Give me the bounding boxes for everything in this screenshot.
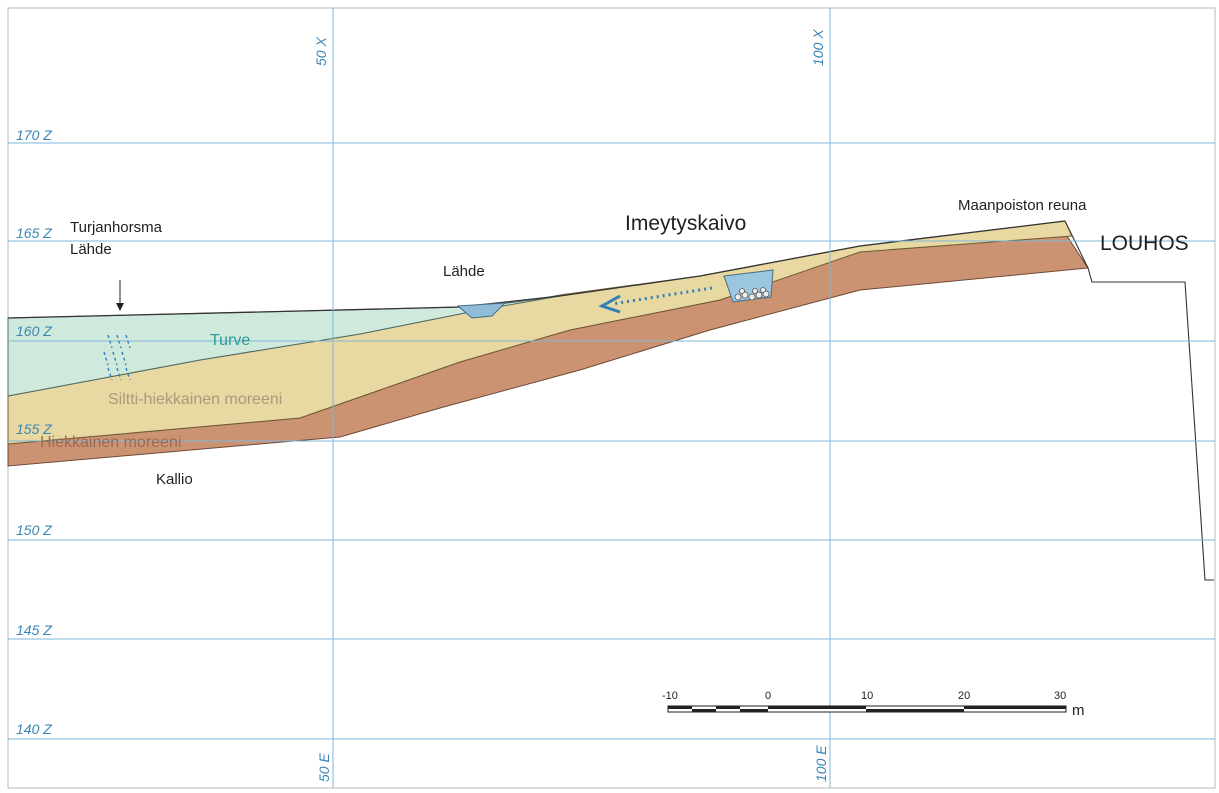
label-turve: Turve [210, 332, 250, 349]
grid-lines [8, 8, 1215, 788]
spring-pond [456, 302, 507, 319]
ground-surface [7, 220, 1066, 319]
grid-label-50e: 50 E [316, 753, 332, 782]
grid-label-165z: 165 Z [16, 225, 52, 241]
grid-label-140z: 140 Z [16, 721, 52, 737]
grid-label-150z: 150 Z [16, 522, 52, 538]
label-lahde-mid: Lähde [443, 263, 485, 280]
wet-peat-symbol [103, 334, 131, 381]
scale-tick-label: 10 [861, 690, 873, 702]
grid-label-50x: 50 X [313, 37, 329, 66]
grid-label-160z: 160 Z [16, 323, 52, 339]
label-kallio: Kallio [156, 471, 193, 488]
pointer-arrow [116, 280, 124, 311]
scale-tick-label: 20 [958, 690, 970, 702]
label-lahde-left: Lähde [70, 241, 112, 258]
label-maanpoiston-reuna: Maanpoiston reuna [958, 197, 1087, 214]
scale-tick-label: 30 [1054, 690, 1066, 702]
layers [7, 220, 1214, 581]
grid-label-100e: 100 E [813, 745, 829, 782]
grid-label-145z: 145 Z [16, 622, 52, 638]
label-turjanhorsma: Turjanhorsma [70, 219, 163, 236]
scale-unit: m [1072, 702, 1085, 719]
label-imeytyskaivo: Imeytyskaivo [625, 212, 746, 235]
well-gravel [734, 287, 770, 301]
flow-arrow [598, 286, 713, 314]
quarry-edge [1064, 220, 1214, 581]
label-louhos: LOUHOS [1100, 232, 1189, 255]
grid-label-100x: 100 X [810, 29, 826, 66]
grid-labels: 170 Z 165 Z 160 Z 155 Z 150 Z 145 Z 140 … [16, 29, 829, 782]
grid-label-155z: 155 Z [16, 421, 52, 437]
scale-tick-label: 0 [765, 690, 771, 702]
scale-tick-label: -10 [662, 690, 678, 702]
grid-label-170z: 170 Z [16, 127, 52, 143]
scale-bar: -10 0 10 20 30 m [662, 690, 1085, 719]
label-siltti-hiekkainen: Siltti-hiekkainen moreeni [108, 391, 282, 408]
label-hiekkainen-moreeni: Hiekkainen moreeni [40, 434, 181, 451]
